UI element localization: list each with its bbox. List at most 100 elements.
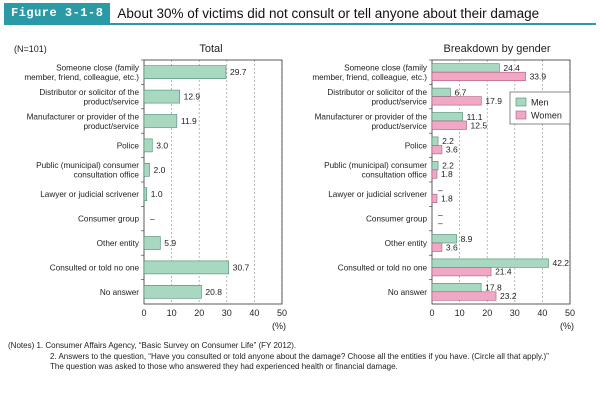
bar-5: [143, 187, 148, 201]
bar-women-9: [431, 291, 497, 301]
bar-value-label-2: 11.9: [181, 116, 197, 126]
category-label-0-7-0: Other entity: [97, 239, 140, 248]
bar-women-7: [431, 242, 443, 252]
x-tick-label-1-1: 10: [455, 308, 465, 318]
bar-value-label-women-4: 1.8: [441, 169, 453, 179]
bar-value-label-men-1: 6.7: [454, 87, 466, 97]
x-tick-label-1-2: 20: [482, 308, 492, 318]
bar-value-label-6: –: [150, 214, 155, 224]
category-label-0-4-1: consultation office: [74, 171, 140, 180]
category-label-1-4-1: consultation office: [362, 171, 428, 180]
category-label-0-2-0: Manufacturer or provider of the: [27, 112, 140, 121]
bar-value-label-3: 3.0: [156, 140, 168, 150]
bar-value-label-women-6: –: [438, 218, 443, 228]
bar-men-4: [431, 161, 439, 171]
category-label-0-6-0: Consumer group: [78, 215, 139, 224]
category-label-1-5-0: Lawyer or judicial scrivener: [328, 190, 427, 199]
category-label-0-5-0: Lawyer or judicial scrivener: [40, 190, 139, 199]
category-label-1-8-0: Consulted or told no one: [338, 263, 428, 272]
legend-swatch-women: [515, 110, 527, 120]
category-label-0-1-1: product/service: [83, 97, 139, 106]
x-axis-label-1: (%): [560, 321, 574, 331]
bar-value-label-men-7: 8.9: [461, 234, 473, 244]
bar-value-label-men-0: 24.4: [503, 63, 520, 73]
figure-label: Figure 3-1-8: [4, 3, 111, 23]
bar-value-label-men-6: –: [438, 209, 443, 219]
bar-8: [143, 260, 230, 275]
category-label-0-2-1: product/service: [83, 122, 139, 131]
bar-men-0: [431, 63, 500, 73]
category-label-0-8-0: Consulted or told no one: [50, 263, 140, 272]
category-label-1-3-0: Police: [405, 141, 428, 150]
x-tick-label-1-0: 0: [429, 308, 434, 318]
bar-value-label-women-1: 17.9: [485, 96, 502, 106]
figure-title: About 30% of victims did not consult or …: [117, 5, 540, 21]
x-tick-label-1-4: 40: [537, 308, 547, 318]
x-tick-label-0-5: 50: [277, 308, 287, 318]
bar-0: [143, 65, 227, 79]
notes: (Notes) 1. Consumer Affairs Agency, “Bas…: [8, 341, 594, 373]
x-tick-label-0-0: 0: [141, 308, 146, 318]
bar-women-8: [431, 267, 492, 277]
bar-men-2: [431, 112, 463, 122]
x-axis-label-0: (%): [272, 321, 286, 331]
bar-7: [143, 236, 161, 250]
x-tick-label-0-4: 40: [249, 308, 259, 318]
x-tick-label-0-3: 30: [222, 308, 232, 318]
category-label-0-9-0: No answer: [100, 288, 139, 297]
category-label-1-2-1: product/service: [371, 122, 427, 131]
bar-value-label-men-4: 2.2: [442, 161, 454, 171]
legend-swatch-men: [515, 97, 527, 107]
bar-value-label-women-3: 3.6: [446, 145, 458, 155]
bar-value-label-men-8: 42.2: [552, 258, 569, 268]
x-tick-label-1-5: 50: [565, 308, 575, 318]
category-label-0-0-0: Someone close (family: [56, 63, 140, 72]
category-label-1-2-0: Manufacturer or provider of the: [315, 112, 428, 121]
category-label-0-3-0: Police: [117, 141, 140, 150]
bar-value-label-women-7: 3.6: [446, 242, 458, 252]
category-label-1-7-0: Other entity: [385, 239, 428, 248]
bar-value-label-women-2: 12.5: [471, 120, 488, 130]
bar-value-label-4: 2.0: [154, 165, 166, 175]
category-label-1-1-1: product/service: [371, 97, 427, 106]
bar-value-label-women-9: 23.2: [500, 291, 517, 301]
bar-men-7: [431, 234, 457, 244]
category-label-0-0-1: member, friend, colleague, etc.): [24, 73, 139, 82]
sample-size-note: (N=101): [14, 44, 47, 54]
bar-value-label-0: 29.7: [230, 67, 247, 77]
x-tick-label-0-1: 10: [167, 308, 177, 318]
chart-title-1: Breakdown by gender: [443, 43, 550, 55]
bar-4: [143, 163, 150, 177]
bar-1: [143, 89, 180, 104]
bar-value-label-men-5: –: [438, 185, 443, 195]
x-tick-label-1-3: 30: [510, 308, 520, 318]
bar-value-label-men-3: 2.2: [442, 136, 454, 146]
bar-women-5: [431, 193, 438, 203]
bar-value-label-9: 20.8: [205, 287, 222, 297]
bar-2: [143, 114, 178, 128]
bar-women-0: [431, 71, 526, 81]
x-tick-label-0-2: 20: [194, 308, 204, 318]
bar-women-3: [431, 145, 443, 155]
category-label-0-1-0: Distributor or solicitor of the: [39, 88, 139, 97]
note-3: The question was asked to those who answ…: [50, 362, 398, 371]
bar-men-3: [431, 136, 439, 146]
bar-value-label-8: 30.7: [233, 262, 250, 272]
bar-value-label-women-8: 21.4: [495, 267, 512, 277]
bar-women-2: [431, 120, 467, 130]
bar-value-label-men-9: 17.8: [485, 283, 502, 293]
bar-value-label-7: 5.9: [164, 238, 176, 248]
note-2: 2. Answers to the question, “Have you co…: [50, 351, 549, 361]
bar-men-8: [431, 258, 549, 268]
category-label-1-4-0: Public (municipal) consumer: [324, 161, 427, 170]
category-label-0-4-0: Public (municipal) consumer: [36, 161, 139, 170]
bar-women-4: [431, 169, 438, 179]
bar-value-label-men-2: 11.1: [467, 112, 483, 122]
category-label-1-1-0: Distributor or solicitor of the: [327, 88, 427, 97]
category-label-1-0-0: Someone close (family: [344, 63, 428, 72]
legend-label-men: Men: [531, 98, 549, 108]
legend-label-women: Women: [531, 111, 562, 121]
bar-value-label-1: 12.9: [184, 92, 201, 102]
bar-value-label-5: 1.0: [151, 189, 163, 199]
